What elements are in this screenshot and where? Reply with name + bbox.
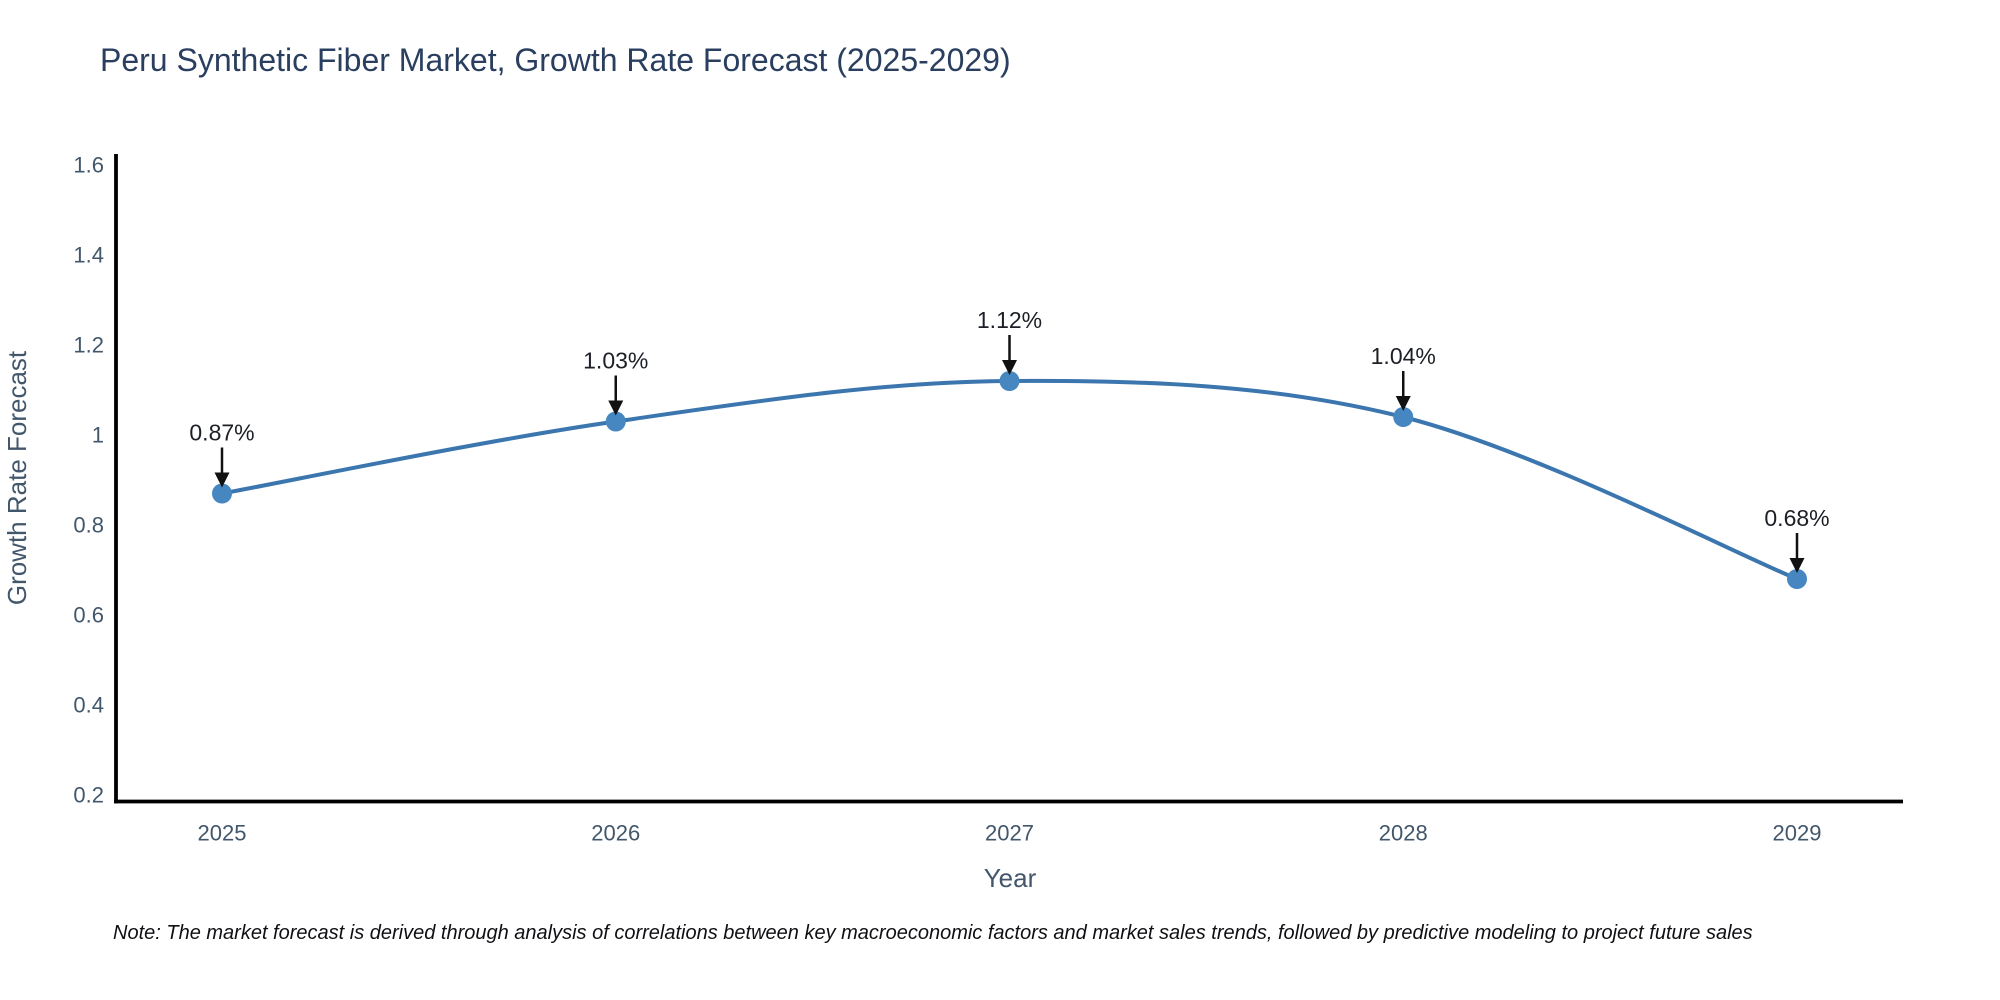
point-value-label: 0.68% — [1764, 505, 1829, 531]
data-point-marker[interactable] — [1393, 407, 1414, 427]
y-axis-label: Growth Rate Forecast — [2, 350, 32, 605]
annotation-arrowhead-icon — [1395, 396, 1411, 411]
y-tick-label: 0.6 — [73, 603, 104, 628]
y-tick-label: 0.8 — [73, 513, 104, 538]
point-value-label: 1.03% — [583, 348, 648, 374]
x-tick-labels: 2025 2026 2027 2028 2029 — [198, 821, 1822, 846]
note-text: Note: The market forecast is derived thr… — [113, 922, 1753, 944]
y-tick-label: 1.4 — [73, 243, 104, 268]
x-axis-label: Year — [984, 863, 1037, 893]
data-point-marker[interactable] — [1787, 569, 1807, 589]
annotation-arrowhead-icon — [1789, 558, 1805, 573]
y-tick-label: 1.2 — [73, 333, 104, 358]
annotation-arrowhead-icon — [214, 472, 230, 488]
point-annotations: 0.87% 1.03% 1.12% 1.04% 0.68% — [189, 307, 1830, 573]
y-tick-label: 1.6 — [73, 153, 104, 178]
x-tick-label: 2028 — [1379, 821, 1428, 846]
point-value-label: 0.87% — [189, 420, 254, 446]
annotation-arrowhead-icon — [608, 400, 624, 416]
chart-title: Peru Synthetic Fiber Market, Growth Rate… — [100, 42, 1011, 78]
x-tick-label: 2029 — [1773, 821, 1822, 846]
y-tick-label: 1 — [92, 423, 104, 448]
x-tick-label: 2027 — [985, 821, 1034, 846]
data-point-marker[interactable] — [212, 483, 232, 504]
point-value-label: 1.04% — [1371, 343, 1436, 369]
x-tick-label: 2025 — [198, 821, 247, 846]
y-tick-label: 0.2 — [73, 783, 104, 808]
data-point-marker[interactable] — [999, 371, 1020, 391]
data-point-marker[interactable] — [605, 411, 626, 432]
trend-line — [220, 378, 1799, 581]
x-tick-label: 2026 — [591, 821, 640, 846]
data-points — [212, 371, 1807, 589]
annotation-arrowhead-icon — [1002, 360, 1017, 375]
point-value-label: 1.12% — [977, 307, 1042, 333]
y-tick-labels: 0.2 0.4 0.6 0.8 1 1.2 1.4 1.6 — [73, 153, 104, 808]
y-tick-label: 0.4 — [73, 693, 104, 718]
